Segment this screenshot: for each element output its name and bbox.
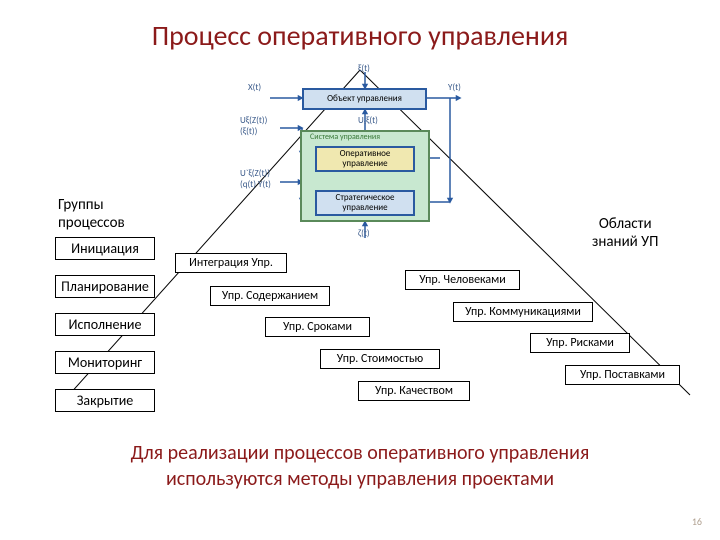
operative-box: Оперативное управление	[315, 146, 415, 172]
diagram-signal-label: U`ξ(Z(t)) (q(t) Y(t)	[240, 168, 271, 190]
knowledge-area-box: Упр. Поставками	[565, 365, 680, 385]
groups-label: Группы процессов	[58, 196, 125, 232]
strategic-box: Стратегическое управление	[315, 190, 415, 216]
diagram-signal-label: ζ(t)	[358, 228, 370, 239]
knowledge-area-box: Упр. Рисками	[530, 333, 630, 353]
knowledge-area-box: Упр. Содержанием	[210, 286, 330, 306]
diagram-signal-label: ξ(t)	[358, 63, 370, 74]
diagram-signal-label: X(t)	[248, 82, 261, 93]
knowledge-area-box: Упр. Коммуникациями	[453, 302, 593, 322]
knowledge-area-box: Упр. Человеками	[405, 270, 520, 290]
knowledge-area-box: Упр. Сроками	[265, 317, 370, 337]
areas-label: Области знаний УП	[592, 215, 658, 251]
process-group-box: Мониторинг	[55, 351, 155, 374]
footer-text: Для реализации процессов оперативного уп…	[0, 440, 720, 492]
knowledge-area-box: Интеграция Упр.	[175, 253, 287, 273]
system-label: Система управления	[310, 132, 380, 142]
diagram-signal-label: U₁ξ(t)	[358, 115, 378, 126]
object-box: Объект управления	[302, 88, 427, 110]
knowledge-area-box: Упр. Стоимостью	[320, 349, 440, 369]
knowledge-area-box: Упр. Качеством	[358, 381, 470, 401]
process-group-box: Закрытие	[55, 389, 155, 412]
diagram-signal-label: Uξ(Z(t)) (ξ(t))	[240, 115, 267, 137]
process-group-box: Исполнение	[55, 313, 155, 336]
slide-title: Процесс оперативного управления	[0, 18, 720, 53]
diagram-signal-label: Y(t)	[448, 82, 461, 93]
process-group-box: Планирование	[55, 275, 155, 298]
process-group-box: Инициация	[55, 237, 155, 260]
page-number: 16	[692, 515, 702, 528]
